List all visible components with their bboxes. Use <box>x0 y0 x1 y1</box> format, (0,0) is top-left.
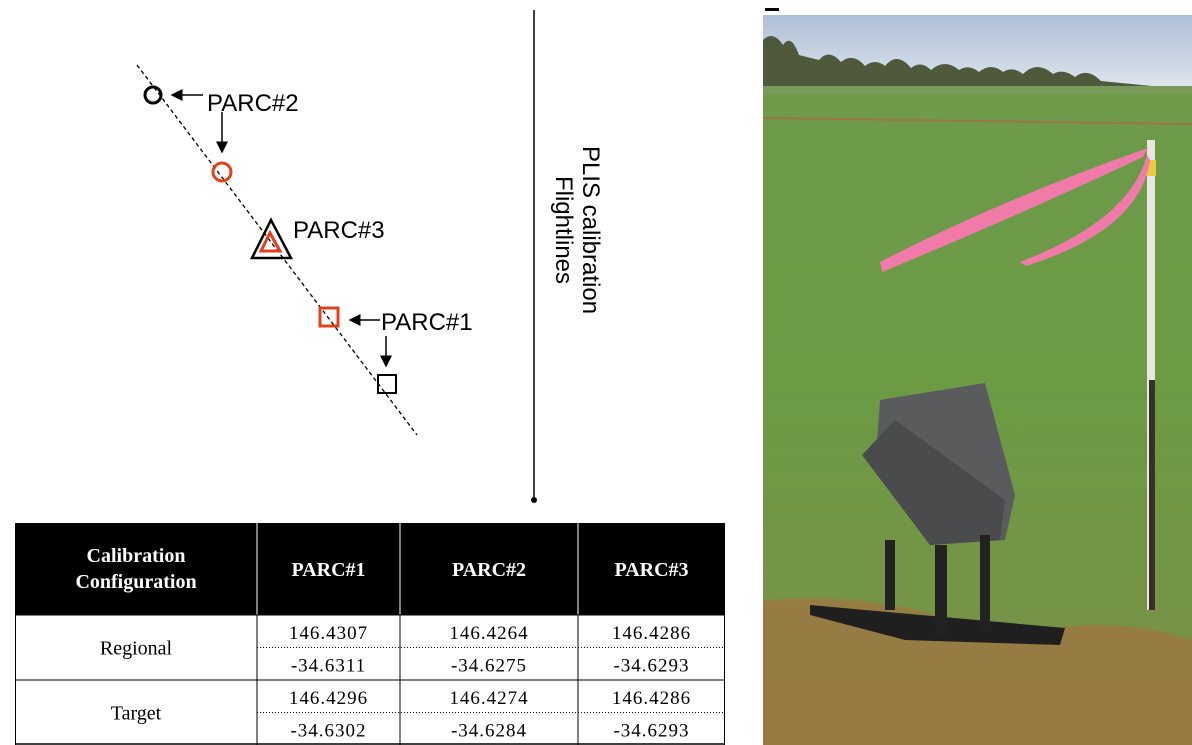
cell: 146.4307 <box>289 623 368 644</box>
header-cell: PARC#1 <box>291 559 365 581</box>
cell: 146.4296 <box>289 688 368 709</box>
cell: -34.6311 <box>291 656 366 677</box>
leg <box>980 535 990 630</box>
cell: 146.4286 <box>612 688 691 709</box>
photo <box>763 8 1192 745</box>
cell: 146.4286 <box>612 623 691 644</box>
row-label: Regional <box>100 638 173 660</box>
header-cell: PARC#3 <box>614 559 688 581</box>
label: PARC#1 <box>381 309 473 336</box>
cell: -34.6302 <box>290 721 366 742</box>
parc1-new <box>320 308 338 326</box>
pole-lower <box>1149 380 1155 610</box>
cell: -34.6275 <box>451 656 527 677</box>
header-cell: Configuration <box>75 571 196 593</box>
cell: -34.6293 <box>613 721 689 742</box>
label: PARC#2 <box>207 90 299 117</box>
mark <box>765 8 779 11</box>
flightline-label: Flightlines <box>550 176 577 284</box>
label: PARC#3 <box>293 217 385 244</box>
leg <box>935 545 947 635</box>
cell: -34.6293 <box>613 656 689 677</box>
table: Calibration Configuration PARC#1 PARC#2 PARC… <box>15 523 725 745</box>
flightline-label: PLIS calibration <box>577 146 604 314</box>
header-cell: PARC#2 <box>452 559 526 581</box>
parc2-old <box>145 87 161 103</box>
leg <box>885 540 895 610</box>
cell: -34.6284 <box>451 721 527 742</box>
cell: 146.4274 <box>449 688 528 709</box>
cell: 146.4264 <box>449 623 528 644</box>
horizon <box>763 86 1192 94</box>
row-label: Target <box>111 703 162 725</box>
flightline-end <box>531 497 537 503</box>
figure: PARC#2 PARC#3 PARC#1 PLIS calibration Fl… <box>0 0 1192 745</box>
parc1-old <box>378 375 396 393</box>
header-cell: Calibration <box>87 545 186 567</box>
diagram: PARC#2 PARC#3 PARC#1 PLIS calibration Fl… <box>137 10 604 503</box>
